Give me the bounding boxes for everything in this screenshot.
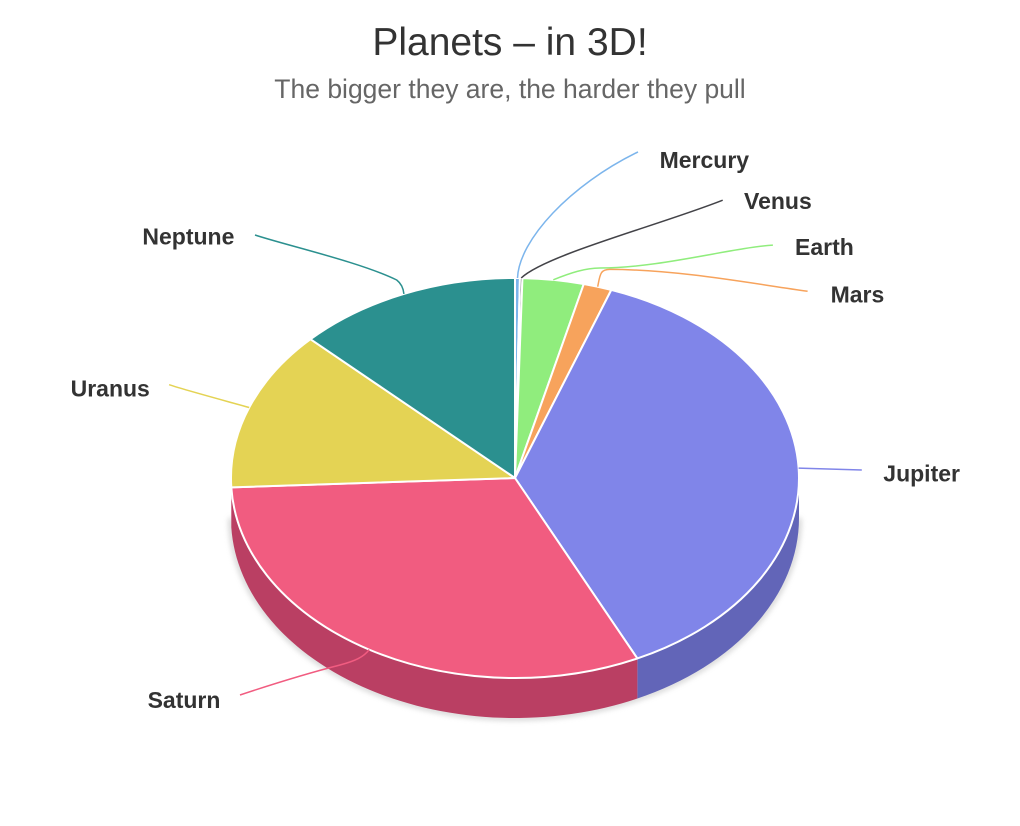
svg-text:Jupiter: Jupiter [883,461,960,487]
svg-text:Neptune: Neptune [142,224,234,250]
svg-text:Saturn: Saturn [148,687,221,713]
svg-text:Venus: Venus [744,188,812,214]
svg-text:Earth: Earth [795,234,854,260]
svg-text:Uranus: Uranus [71,376,150,402]
svg-text:Mercury: Mercury [660,147,750,173]
svg-text:Mars: Mars [831,281,885,307]
